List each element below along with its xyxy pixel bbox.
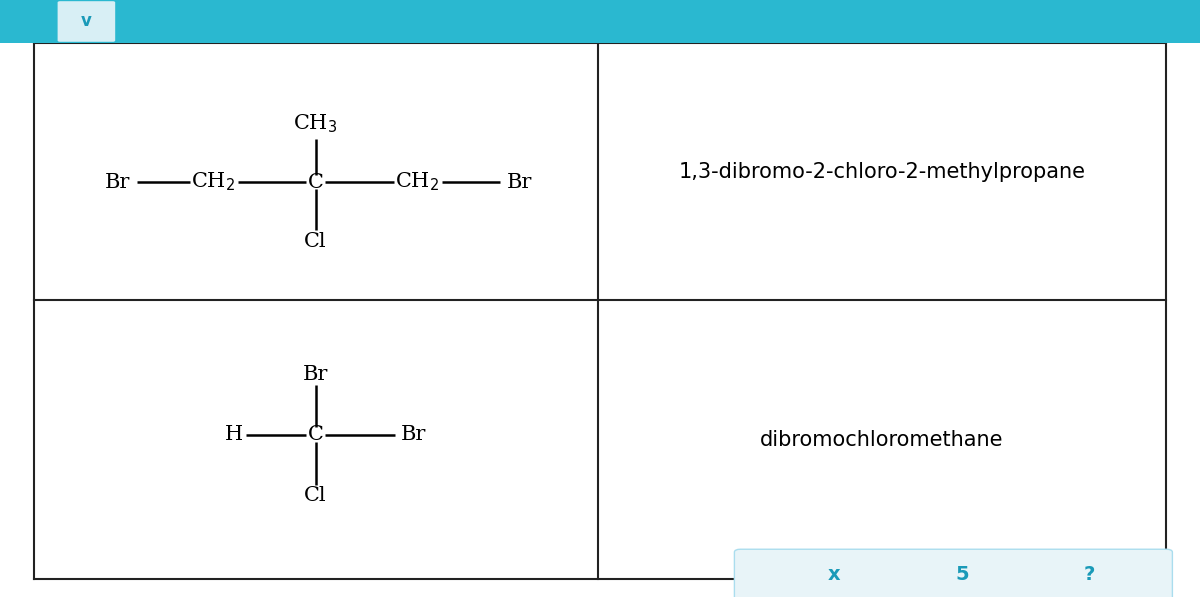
Text: dibromochloromethane: dibromochloromethane: [761, 430, 1003, 450]
Text: x: x: [828, 565, 840, 584]
Text: CH$_2$: CH$_2$: [192, 171, 235, 193]
Text: Cl: Cl: [305, 486, 326, 505]
Text: ?: ?: [1084, 565, 1096, 584]
Text: C: C: [307, 425, 324, 444]
Text: Br: Br: [302, 365, 329, 384]
Text: Br: Br: [104, 173, 131, 192]
Bar: [0, 0, 1200, 43]
Text: CH$_3$: CH$_3$: [293, 112, 338, 135]
Text: v: v: [80, 13, 92, 30]
Text: C: C: [307, 173, 324, 192]
Text: Br: Br: [506, 173, 533, 192]
Text: 5: 5: [955, 565, 968, 584]
Text: CH$_2$: CH$_2$: [396, 171, 439, 193]
Text: Br: Br: [401, 425, 427, 444]
FancyBboxPatch shape: [58, 1, 115, 42]
Text: 1,3-dibromo-2-chloro-2-methylpropane: 1,3-dibromo-2-chloro-2-methylpropane: [678, 162, 1086, 181]
FancyBboxPatch shape: [734, 549, 1172, 597]
Text: H: H: [224, 425, 244, 444]
Text: Cl: Cl: [305, 232, 326, 251]
